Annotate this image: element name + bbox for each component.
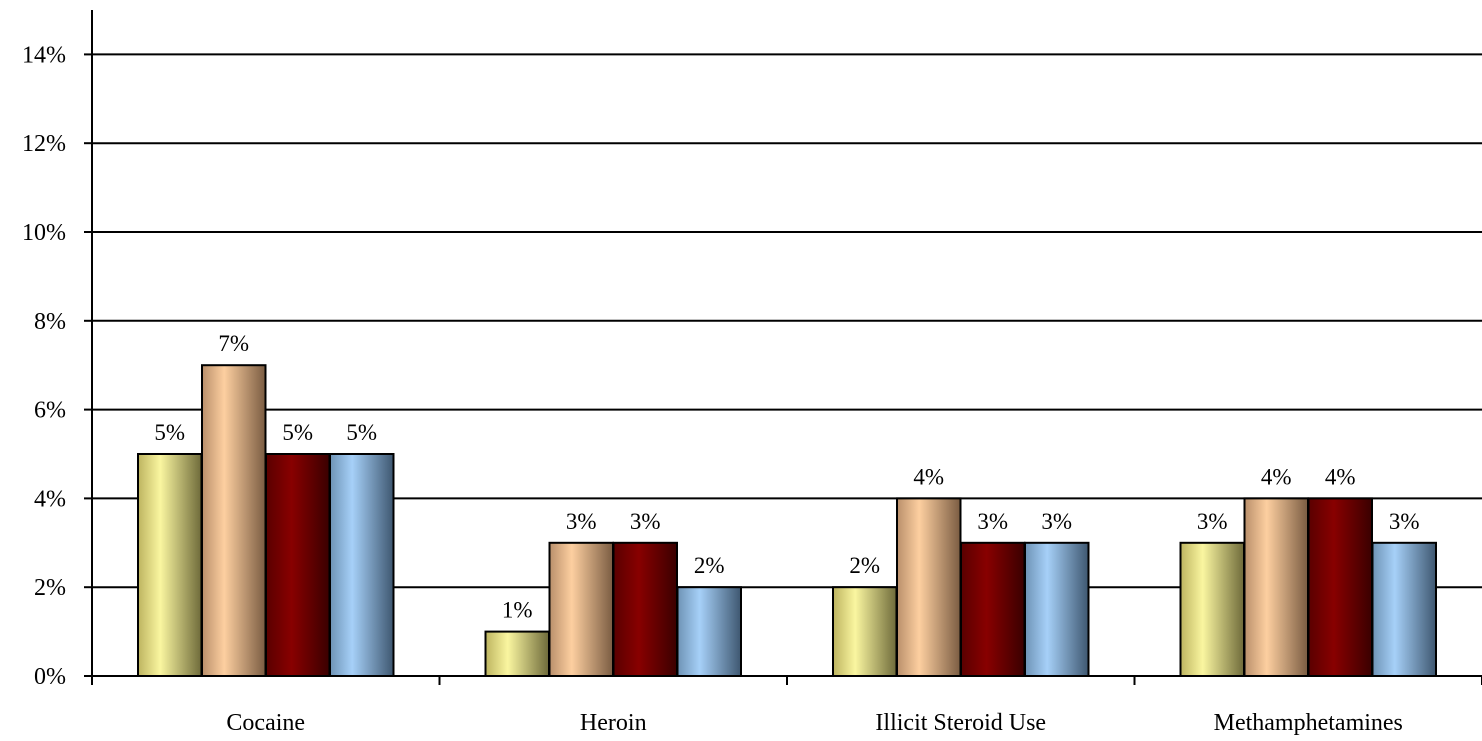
data-label: 3% xyxy=(1197,509,1228,534)
bar-series-4-illicit-steroid-use xyxy=(1024,541,1090,677)
bar-series-4-cocaine xyxy=(329,453,395,677)
x-category-label: Cocaine xyxy=(226,710,305,736)
y-tick-label: 12% xyxy=(22,131,66,157)
bar-series-2-heroin xyxy=(548,541,614,677)
data-label: 4% xyxy=(913,464,944,489)
data-label: 5% xyxy=(282,420,313,445)
bar-series-4-methamphetamines xyxy=(1371,541,1437,677)
data-label: 3% xyxy=(1389,509,1420,534)
x-category-label: Illicit Steroid Use xyxy=(875,710,1046,736)
bar-series-1-illicit-steroid-use xyxy=(832,586,898,678)
y-tick-label: 14% xyxy=(22,42,66,68)
y-tick-label: 6% xyxy=(34,398,66,424)
y-tick-label: 4% xyxy=(34,486,66,512)
y-tick-label: 2% xyxy=(34,575,66,601)
bar-series-1-cocaine xyxy=(137,453,203,677)
data-label: 7% xyxy=(218,331,249,356)
data-label: 4% xyxy=(1261,464,1292,489)
bar-series-2-cocaine xyxy=(201,364,267,677)
y-tick-label: 10% xyxy=(22,220,66,246)
y-tick-label: 0% xyxy=(34,664,66,690)
data-label: 1% xyxy=(502,598,533,623)
bar-series-3-cocaine xyxy=(265,453,331,677)
data-label: 2% xyxy=(849,553,880,578)
bar-series-3-methamphetamines xyxy=(1307,497,1373,677)
x-category-label: Methamphetamines xyxy=(1214,710,1403,736)
bar-series-1-heroin xyxy=(484,630,550,677)
data-label: 4% xyxy=(1325,464,1356,489)
data-label: 2% xyxy=(694,553,725,578)
bar-series-1-methamphetamines xyxy=(1179,541,1245,677)
data-label: 3% xyxy=(977,509,1008,534)
bars xyxy=(137,364,1437,678)
bar-series-3-heroin xyxy=(612,541,678,677)
data-label: 3% xyxy=(566,509,597,534)
data-label: 3% xyxy=(630,509,661,534)
y-axis-tick-labels: 0% 2% 4% 6% 8% 10% 12% 14% xyxy=(22,42,66,690)
bar-series-3-illicit-steroid-use xyxy=(960,541,1026,677)
bar-series-2-methamphetamines xyxy=(1243,497,1309,677)
bar-series-4-heroin xyxy=(676,586,742,678)
data-label: 5% xyxy=(346,420,377,445)
y-tick-label: 8% xyxy=(34,309,66,335)
data-labels: 5% 7% 5% 5% 1% 3% 3% 2% 2% 4% 3% 3% 3% 4% 4% 3% xyxy=(154,331,1419,622)
x-axis-category-labels: Cocaine Heroin Illicit Steroid Use Methamph… xyxy=(226,710,1402,736)
x-category-label: Heroin xyxy=(580,710,647,736)
bar-series-2-illicit-steroid-use xyxy=(896,497,962,677)
data-label: 3% xyxy=(1041,509,1072,534)
data-label: 5% xyxy=(154,420,185,445)
